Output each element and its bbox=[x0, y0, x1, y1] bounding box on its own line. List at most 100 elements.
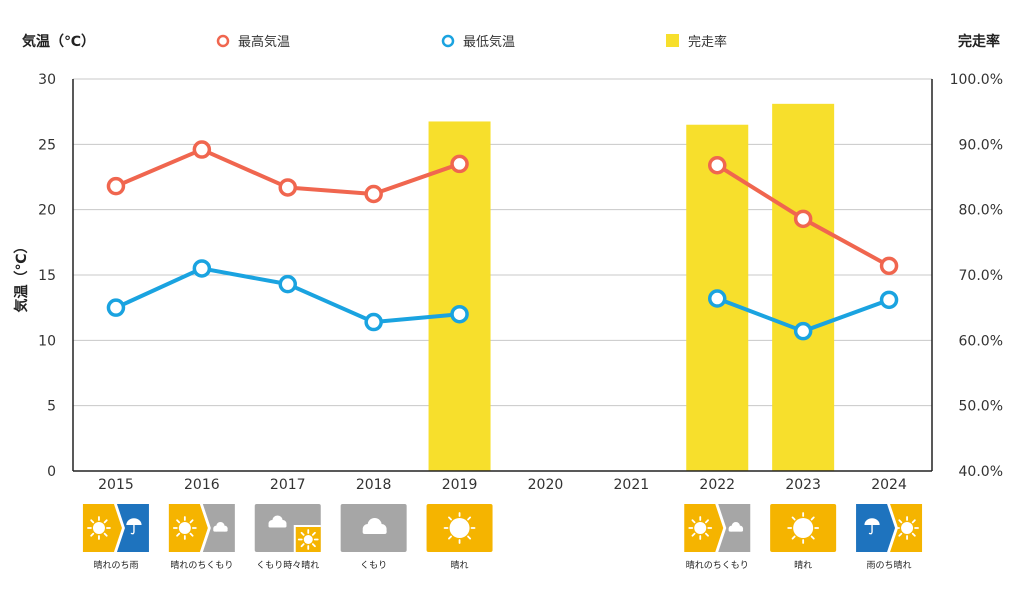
x-tick-label: 2016 bbox=[184, 477, 220, 493]
sun-ray bbox=[691, 532, 696, 537]
weather-label: 晴れ bbox=[794, 559, 812, 571]
temp-point bbox=[793, 321, 813, 341]
sun-ray bbox=[103, 519, 108, 524]
weather-label: 晴れのち雨 bbox=[93, 559, 138, 571]
legend-completion-marker bbox=[666, 34, 679, 47]
x-tick-label: 2018 bbox=[356, 477, 392, 493]
x-tick-label: 2022 bbox=[699, 477, 735, 493]
umbrella-icon bbox=[126, 518, 142, 535]
temp-point bbox=[708, 289, 727, 308]
right-tick-label: 40.0% bbox=[959, 464, 1003, 480]
cloud-icon bbox=[213, 522, 228, 532]
cloud-base bbox=[268, 523, 287, 528]
tick-labels: 0 5 10 15 20 25 30 40.0% 50.0% 60.0% 70.0% 80.0% 90.… bbox=[38, 72, 1003, 493]
sun-ray bbox=[791, 516, 796, 521]
left-axis-title: 気温（℃） bbox=[22, 33, 95, 50]
x-tick-label: 2020 bbox=[528, 477, 564, 493]
cloud-icon bbox=[728, 522, 744, 532]
sun-ray bbox=[911, 532, 916, 537]
x-tick-label: 2021 bbox=[614, 477, 650, 493]
umbrella-canopy bbox=[126, 518, 142, 525]
temp-point bbox=[278, 178, 297, 197]
temp-point bbox=[708, 155, 727, 175]
sun-ray bbox=[189, 519, 194, 524]
temp-point bbox=[879, 290, 899, 310]
temp-point bbox=[278, 274, 297, 294]
legend-max-temp-label: 最高気温 bbox=[238, 34, 290, 50]
umbrella-icon bbox=[864, 518, 880, 535]
x-tick-label: 2015 bbox=[98, 477, 134, 493]
left-axis-label: 気温（℃） bbox=[13, 240, 30, 313]
temp-point bbox=[106, 176, 126, 196]
weather-label: 雨のち晴れ bbox=[867, 559, 912, 571]
weather-label: 晴れ bbox=[451, 559, 469, 571]
sun-ray bbox=[311, 543, 316, 548]
sun-icon bbox=[172, 516, 197, 540]
sun-icon bbox=[443, 512, 476, 544]
right-tick-label: 60.0% bbox=[959, 333, 1003, 349]
left-tick-label: 20 bbox=[38, 203, 56, 219]
sun-ray bbox=[311, 531, 316, 536]
temp-point bbox=[106, 298, 126, 317]
sun-ray bbox=[705, 519, 709, 524]
x-tick-label: 2017 bbox=[270, 477, 306, 493]
umbrella-handle bbox=[130, 524, 135, 535]
left-tick-label: 15 bbox=[38, 268, 56, 284]
weather-label: 晴れのちくもり bbox=[686, 559, 749, 571]
legend-completion-label: 完走率 bbox=[688, 34, 727, 50]
umbrella-handle bbox=[868, 524, 873, 535]
axes bbox=[72, 79, 933, 472]
cloud-base bbox=[213, 528, 228, 532]
sun-ray bbox=[467, 535, 472, 540]
left-tick-label: 10 bbox=[38, 333, 56, 349]
right-tick-label: 70.0% bbox=[959, 268, 1003, 284]
sun-ray bbox=[810, 535, 815, 540]
weather-tile: 雨のち晴れ bbox=[856, 504, 923, 571]
weather-tile: 晴れのちくもり bbox=[684, 504, 751, 571]
sun-disc bbox=[793, 518, 814, 538]
sun-ray bbox=[898, 532, 903, 537]
completion-bar bbox=[428, 121, 491, 471]
legend: 気温（℃） 完走率 最高気温 最低気温 完走率 気温（℃） bbox=[13, 33, 1000, 312]
umbrella-canopy bbox=[864, 518, 880, 525]
x-tick-label: 2019 bbox=[442, 477, 478, 493]
cloud-icon bbox=[362, 518, 387, 534]
sun-icon bbox=[895, 516, 919, 540]
sun-ray bbox=[448, 535, 452, 540]
sun-ray bbox=[90, 519, 95, 524]
sun-icon bbox=[787, 512, 820, 544]
temp-point bbox=[364, 184, 383, 204]
weather-tile: 晴れのち雨 bbox=[82, 504, 149, 571]
legend-min-temp-marker bbox=[441, 34, 455, 48]
sun-disc bbox=[901, 522, 914, 534]
weather-tile: 晴れ bbox=[770, 504, 837, 571]
temp-point bbox=[450, 304, 469, 324]
sun-ray bbox=[176, 532, 181, 537]
weather-icons-row: 晴れのち雨 晴れのちくもり くもり時々晴れ くもり 晴れ 晴れのちくもり 晴れ 雨のち晴れ bbox=[82, 504, 923, 571]
sun-ray bbox=[448, 516, 452, 521]
weather-tile: 晴れ bbox=[426, 504, 493, 571]
temperature-lines bbox=[106, 140, 899, 341]
completion-bar bbox=[772, 103, 835, 472]
right-tick-label: 80.0% bbox=[959, 203, 1003, 219]
sun-icon bbox=[297, 529, 319, 550]
sun-ray bbox=[898, 519, 903, 524]
x-tick-label: 2023 bbox=[785, 477, 821, 493]
x-tick-label: 2024 bbox=[871, 477, 907, 493]
legend-min-temp-label: 最低気温 bbox=[463, 34, 515, 50]
cloud-base bbox=[362, 529, 387, 534]
sun-ray bbox=[810, 516, 815, 521]
sun-ray bbox=[300, 543, 305, 548]
weather-tile-right bbox=[116, 504, 149, 552]
temp-point bbox=[879, 256, 899, 276]
weather-tile: 晴れのちくもり bbox=[168, 504, 235, 571]
right-tick-label: 90.0% bbox=[959, 137, 1003, 153]
temp-point bbox=[450, 154, 469, 174]
weather-label: くもり bbox=[360, 560, 387, 571]
left-tick-label: 25 bbox=[38, 137, 56, 153]
sun-ray bbox=[691, 519, 696, 524]
sun-ray bbox=[176, 519, 181, 524]
weather-label: 晴れのちくもり bbox=[170, 559, 233, 571]
weather-tile-left bbox=[856, 504, 896, 552]
